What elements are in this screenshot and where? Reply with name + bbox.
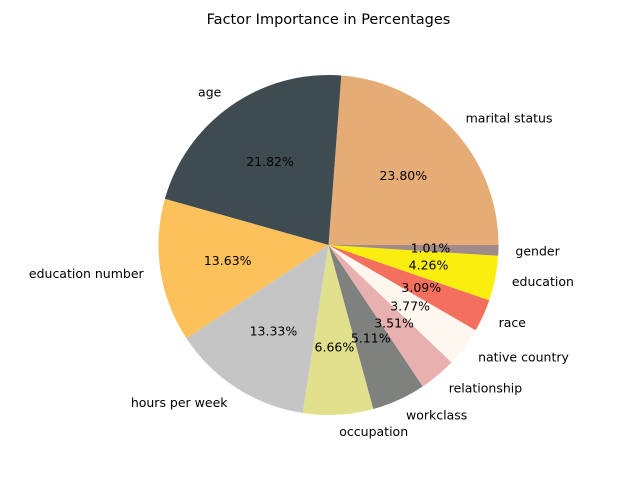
slice-percentage-education: 4.26% [409,258,449,273]
slice-percentage-age: 21.82% [246,154,294,169]
pie-slices [158,74,499,415]
slice-percentage-hours-per-week: 13.33% [250,323,298,338]
pie-slice-education-number [158,198,329,339]
slice-percentage-education-number: 13.63% [204,253,252,268]
pie-slice-hours-per-week [186,245,329,414]
slice-percentage-workclass: 5.11% [351,330,391,345]
category-labels: marital status age education number hours p… [29,84,574,439]
slice-percentage-marital-status: 23.80% [379,168,427,183]
percentage-labels: 23.80% 21.82% 13.63% 13.33% 6.66%5.11%3.51% 3… [204,154,451,354]
slice-label-native-country: native country [478,350,569,365]
pie-slice-education [328,245,499,301]
slice-label-marital-status: marital status [466,110,553,125]
pie-slice-gender [328,245,499,256]
slice-percentage-occupation: 6.66% [315,339,355,354]
slice-label-workclass: workclass [406,408,467,423]
pie-slice-native-country [328,245,476,363]
pie-slice-age [164,74,342,245]
slice-label-relationship: relationship [449,381,523,396]
slice-percentage-native-country: 3.77% [390,299,430,314]
slice-label-gender: gender [515,243,560,258]
slice-label-occupation: occupation [339,424,408,439]
pie-slice-relationship [328,245,452,387]
slice-label-race: race [499,315,527,330]
pie-slice-race [328,245,490,331]
slice-percentage-relationship: 3.51% [374,316,414,331]
slice-label-age: age [198,84,222,99]
pie-slice-occupation [302,245,374,415]
pie-slice-workclass [328,245,423,409]
slice-label-education-number: education number [29,266,145,281]
slice-label-hours-per-week: hours per week [131,395,228,410]
slice-percentage-race: 3.09% [401,280,441,295]
slice-percentage-gender: 1.01% [411,241,451,256]
slice-label-education: education [512,274,574,289]
pie-slice-marital-status [328,75,499,245]
chart-title: Factor Importance in Percentages [207,12,451,28]
